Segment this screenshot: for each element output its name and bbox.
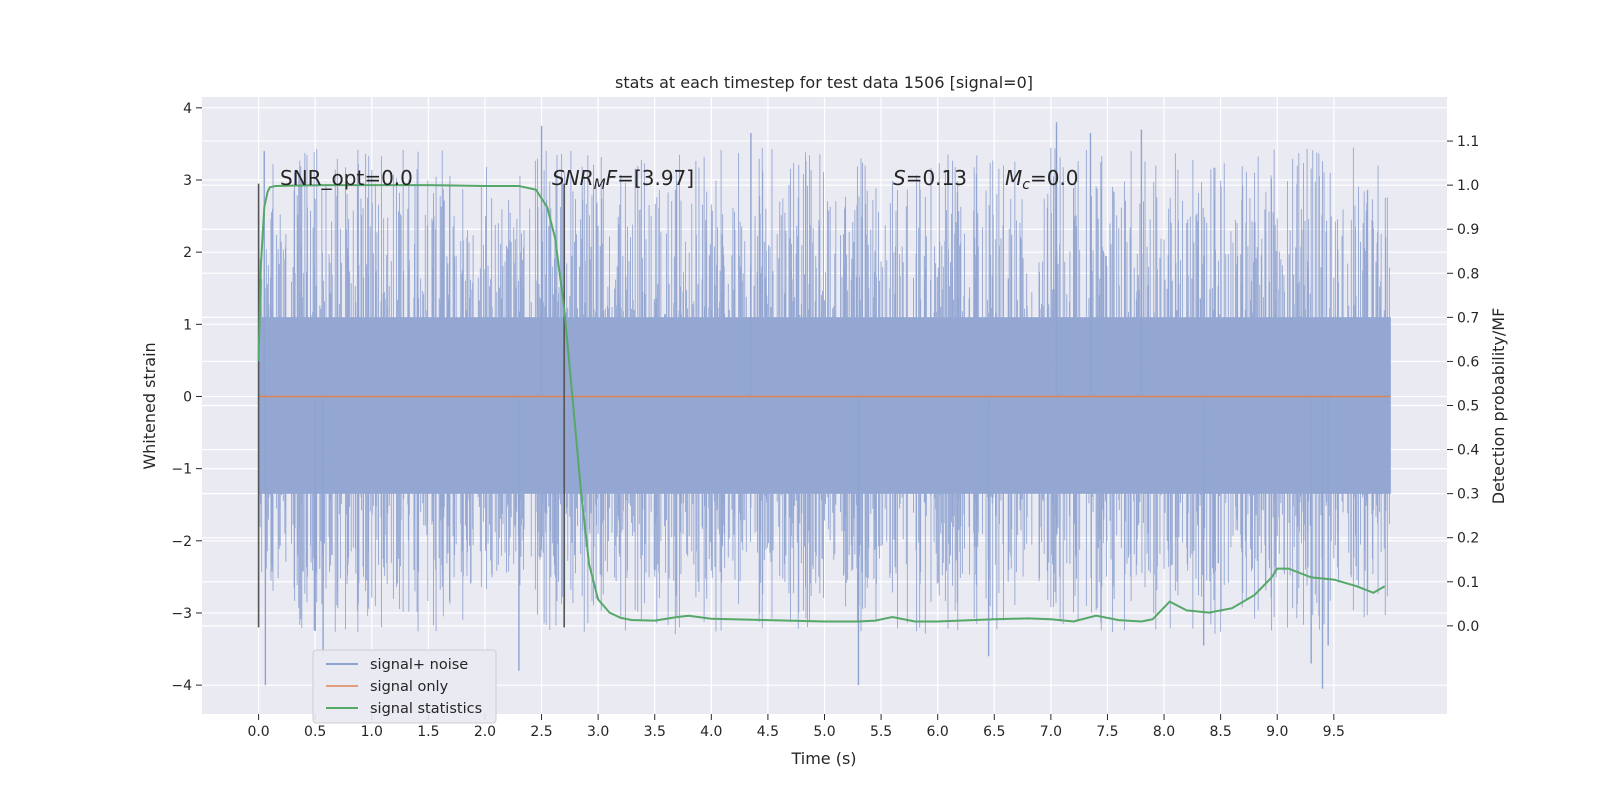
legend: signal+ noise signal only signal statist… [312,649,497,724]
y2-tick-label: 0.2 [1457,531,1479,547]
marker-lines [257,183,565,628]
y2-tick-label: 1.1 [1457,134,1479,150]
annotation-mc: Mc=0.0 [1005,166,1079,193]
x-axis-label: Time (s) [790,749,856,768]
x-tick-label: 1.5 [417,724,439,740]
y2-tick-label: 0.9 [1457,222,1479,238]
annotation-mc-var: M [1005,166,1022,190]
x-tick-label: 3.5 [644,724,666,740]
y2-tick-label: 0.5 [1457,399,1479,415]
annotation-snr-mf-var: SNR [552,166,594,190]
y2-tick-label: 0.1 [1457,575,1479,591]
x-tick-label: 1.0 [361,724,383,740]
x-tick-label: 6.0 [927,724,949,740]
y-tick-label: 2 [183,245,192,261]
annotation-snr-mf-var2: F [606,166,618,190]
annotation-s-var: S [893,166,906,190]
annotation-snr-mf: SNRMF=[3.97] [552,166,694,193]
y-tick-label: −3 [171,606,192,622]
y-tick-label: 3 [183,173,192,189]
x-tick-label: 4.0 [700,724,722,740]
x-tick-label: 5.0 [813,724,835,740]
y2-tick-label: 0.7 [1457,310,1479,326]
x-axis-ticks: 0.0 0.5 1.0 1.5 2.0 2.5 3.0 3.5 4.0 4.5 5.0 5.5 6.0 6… [247,714,1345,740]
y-tick-label: −4 [171,678,192,694]
x-tick-label: 7.5 [1096,724,1118,740]
signal-noise-series [258,122,1391,689]
x-tick-label: 2.0 [474,724,496,740]
legend-label-signal-noise: signal+ noise [370,657,468,673]
y-axis-label: Whitened strain [140,342,159,469]
signal-statistics-line [257,184,1386,623]
y2-axis-label: Detection probability/MF [1489,308,1508,505]
annotation-mc-value: =0.0 [1030,166,1079,190]
y-tick-label: 4 [183,101,192,117]
x-tick-label: 0.5 [304,724,326,740]
x-tick-label: 2.5 [530,724,552,740]
y-tick-label: 1 [183,317,192,333]
y2-tick-label: 0.0 [1457,619,1479,635]
x-tick-label: 0.0 [247,724,269,740]
annotation-mc-sub: c [1022,177,1030,193]
annotation-s-value: =0.13 [906,166,967,190]
legend-box [312,649,497,724]
y-tick-label: −2 [171,534,192,550]
chart-title: stats at each timestep for test data 150… [615,73,1033,92]
x-tick-label: 4.5 [757,724,779,740]
x-tick-label: 8.5 [1210,724,1232,740]
annotation-s: S=0.13 [893,166,967,190]
right-axis-ticks: 0.0 0.1 0.2 0.3 0.4 0.5 0.6 0.7 0.8 0.9 1.0 1.1 [1447,134,1479,635]
x-tick-label: 8.0 [1153,724,1175,740]
x-tick-label: 6.5 [983,724,1005,740]
y2-tick-label: 0.6 [1457,354,1479,370]
annotation-snr-mf-value: =[3.97] [617,166,694,190]
x-tick-label: 5.5 [870,724,892,740]
y-tick-label: 0 [183,389,192,405]
y2-tick-label: 0.3 [1457,487,1479,503]
annotation-snr-mf-sub: M [594,177,606,193]
signal-statistics-series [257,184,1386,623]
y2-tick-label: 0.8 [1457,266,1479,282]
annotation-snr-opt: SNR_opt=0.0 [280,166,413,190]
left-axis-ticks: −4 −3 −2 −1 0 1 2 3 4 [171,101,202,694]
y2-tick-label: 0.4 [1457,443,1479,459]
legend-label-signal-statistics: signal statistics [370,701,482,717]
legend-label-signal-only: signal only [370,679,449,695]
y2-tick-label: 1.0 [1457,178,1479,194]
y-tick-label: −1 [171,462,192,478]
x-tick-label: 9.0 [1266,724,1288,740]
x-tick-label: 3.0 [587,724,609,740]
x-tick-label: 7.0 [1040,724,1062,740]
x-tick-label: 9.5 [1323,724,1345,740]
